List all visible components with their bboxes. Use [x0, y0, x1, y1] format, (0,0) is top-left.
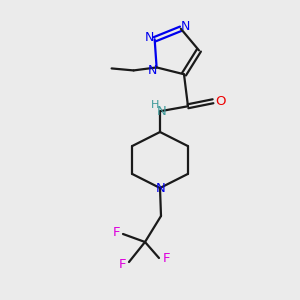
Text: N: N — [148, 64, 157, 77]
Text: F: F — [162, 251, 170, 265]
Text: H: H — [151, 100, 159, 110]
Text: N: N — [181, 20, 190, 33]
Text: F: F — [119, 257, 127, 271]
Text: N: N — [156, 182, 166, 194]
Text: F: F — [113, 226, 121, 239]
Text: O: O — [216, 95, 226, 108]
Text: N: N — [157, 105, 167, 118]
Text: N: N — [145, 31, 154, 44]
